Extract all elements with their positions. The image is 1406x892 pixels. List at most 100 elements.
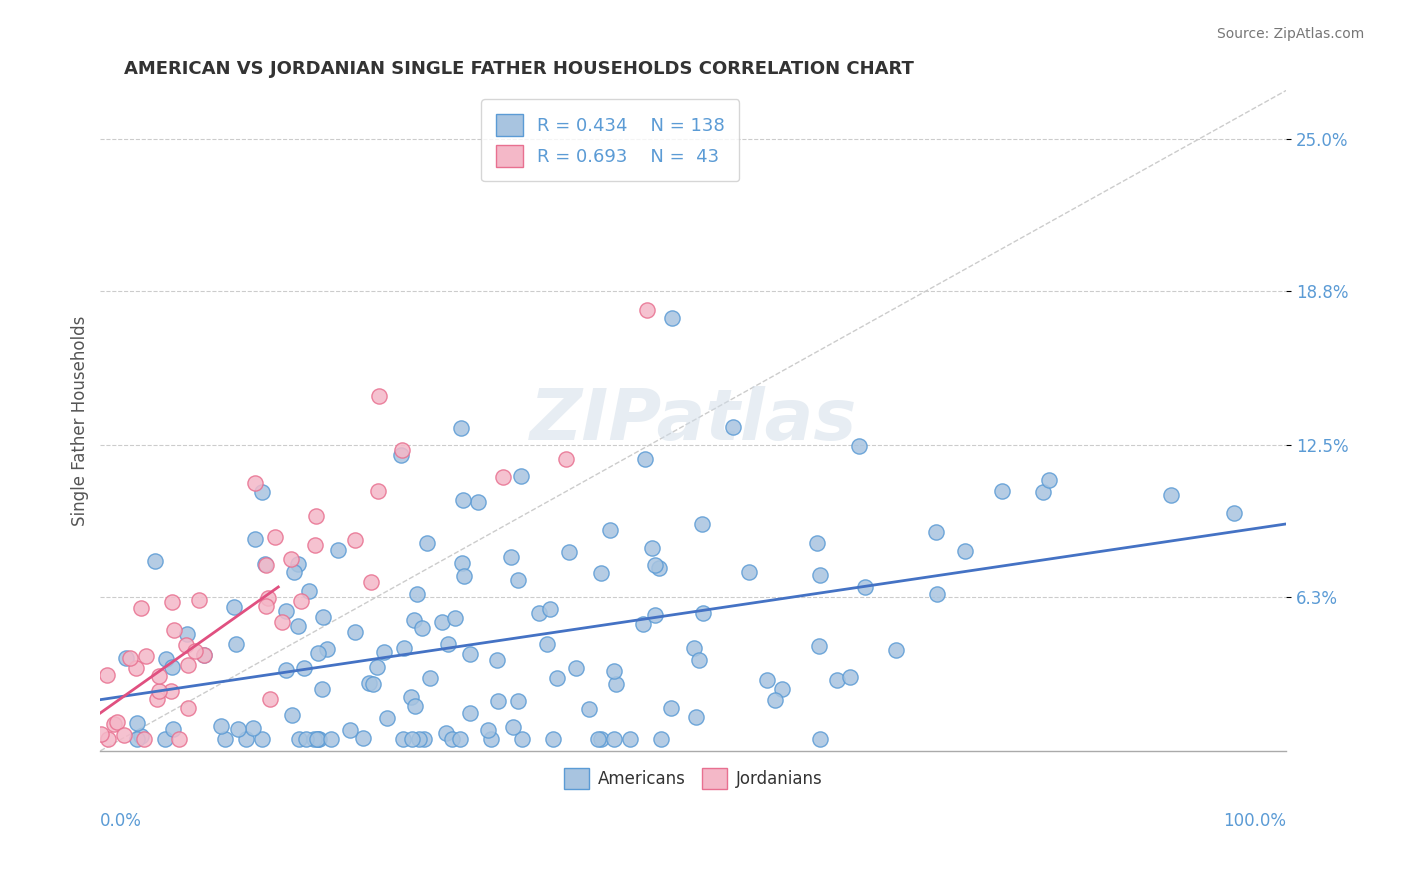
Point (685, 710, 707, 724)
Point (167, 731, 190, 746)
Point (1032, 484, 1054, 499)
Point (578, 702, 600, 716)
Point (688, 653, 710, 667)
Point (163, 624, 186, 638)
Point (125, 731, 148, 746)
Point (264, 530, 287, 544)
Point (392, 731, 415, 746)
Point (118, 650, 141, 665)
Point (634, 452, 657, 467)
Point (188, 593, 211, 607)
Point (343, 625, 366, 640)
Point (1160, 488, 1182, 502)
Point (174, 638, 197, 652)
Point (477, 723, 499, 738)
Point (486, 653, 509, 667)
Point (311, 681, 333, 696)
Point (591, 566, 613, 581)
Point (103, 717, 125, 731)
Point (1222, 506, 1244, 520)
Point (721, 420, 744, 434)
Point (591, 731, 613, 746)
Point (307, 646, 329, 660)
Point (125, 661, 148, 675)
Legend: R = 0.434    N = 138, R = 0.693    N =  43: R = 0.434 N = 138, R = 0.693 N = 43 (481, 99, 740, 181)
Point (925, 525, 948, 540)
Point (453, 569, 475, 583)
Point (605, 677, 627, 691)
Point (155, 731, 177, 746)
Point (177, 657, 200, 672)
Point (184, 644, 207, 658)
Point (129, 730, 152, 744)
Point (404, 699, 426, 714)
Point (225, 637, 247, 651)
Point (366, 660, 388, 674)
Point (953, 543, 976, 558)
Point (401, 731, 423, 746)
Point (315, 642, 337, 657)
Point (257, 591, 280, 606)
Point (408, 731, 430, 746)
Point (302, 731, 325, 746)
Point (650, 731, 672, 746)
Point (659, 701, 682, 715)
Point (510, 731, 533, 746)
Point (692, 606, 714, 620)
Point (619, 731, 641, 746)
Point (375, 711, 398, 725)
Point (242, 721, 264, 735)
Point (631, 617, 654, 632)
Point (502, 720, 524, 734)
Point (419, 671, 441, 685)
Point (825, 673, 848, 687)
Point (467, 495, 489, 509)
Point (644, 607, 666, 622)
Point (367, 483, 389, 498)
Point (135, 649, 157, 664)
Point (838, 671, 860, 685)
Point (449, 731, 471, 746)
Point (808, 568, 831, 582)
Point (145, 692, 167, 706)
Point (290, 593, 312, 607)
Point (373, 645, 395, 659)
Point (586, 731, 609, 746)
Point (636, 303, 658, 318)
Point (458, 706, 481, 721)
Point (927, 586, 949, 600)
Point (344, 533, 367, 547)
Point (361, 677, 384, 691)
Point (406, 586, 429, 600)
Point (280, 551, 302, 566)
Point (253, 557, 276, 571)
Point (1038, 473, 1060, 487)
Point (328, 543, 350, 558)
Point (357, 676, 380, 690)
Point (682, 641, 704, 656)
Point (501, 550, 523, 565)
Point (209, 718, 232, 732)
Point (565, 660, 588, 674)
Point (413, 731, 436, 746)
Point (281, 707, 304, 722)
Point (486, 694, 509, 708)
Point (451, 557, 474, 571)
Point (411, 621, 433, 635)
Point (453, 493, 475, 508)
Text: AMERICAN VS JORDANIAN SINGLE FATHER HOUSEHOLDS CORRELATION CHART: AMERICAN VS JORDANIAN SINGLE FATHER HOUS… (124, 60, 914, 78)
Point (96, 668, 118, 682)
Y-axis label: Single Father Households: Single Father Households (72, 316, 89, 525)
Point (352, 731, 374, 745)
Point (176, 626, 198, 640)
Point (226, 722, 249, 736)
Point (661, 311, 683, 326)
Point (307, 731, 329, 746)
Point (155, 652, 177, 666)
Point (603, 664, 626, 678)
Point (884, 643, 907, 657)
Point (444, 611, 467, 625)
Point (256, 558, 278, 572)
Point (305, 509, 328, 524)
Point (509, 469, 531, 483)
